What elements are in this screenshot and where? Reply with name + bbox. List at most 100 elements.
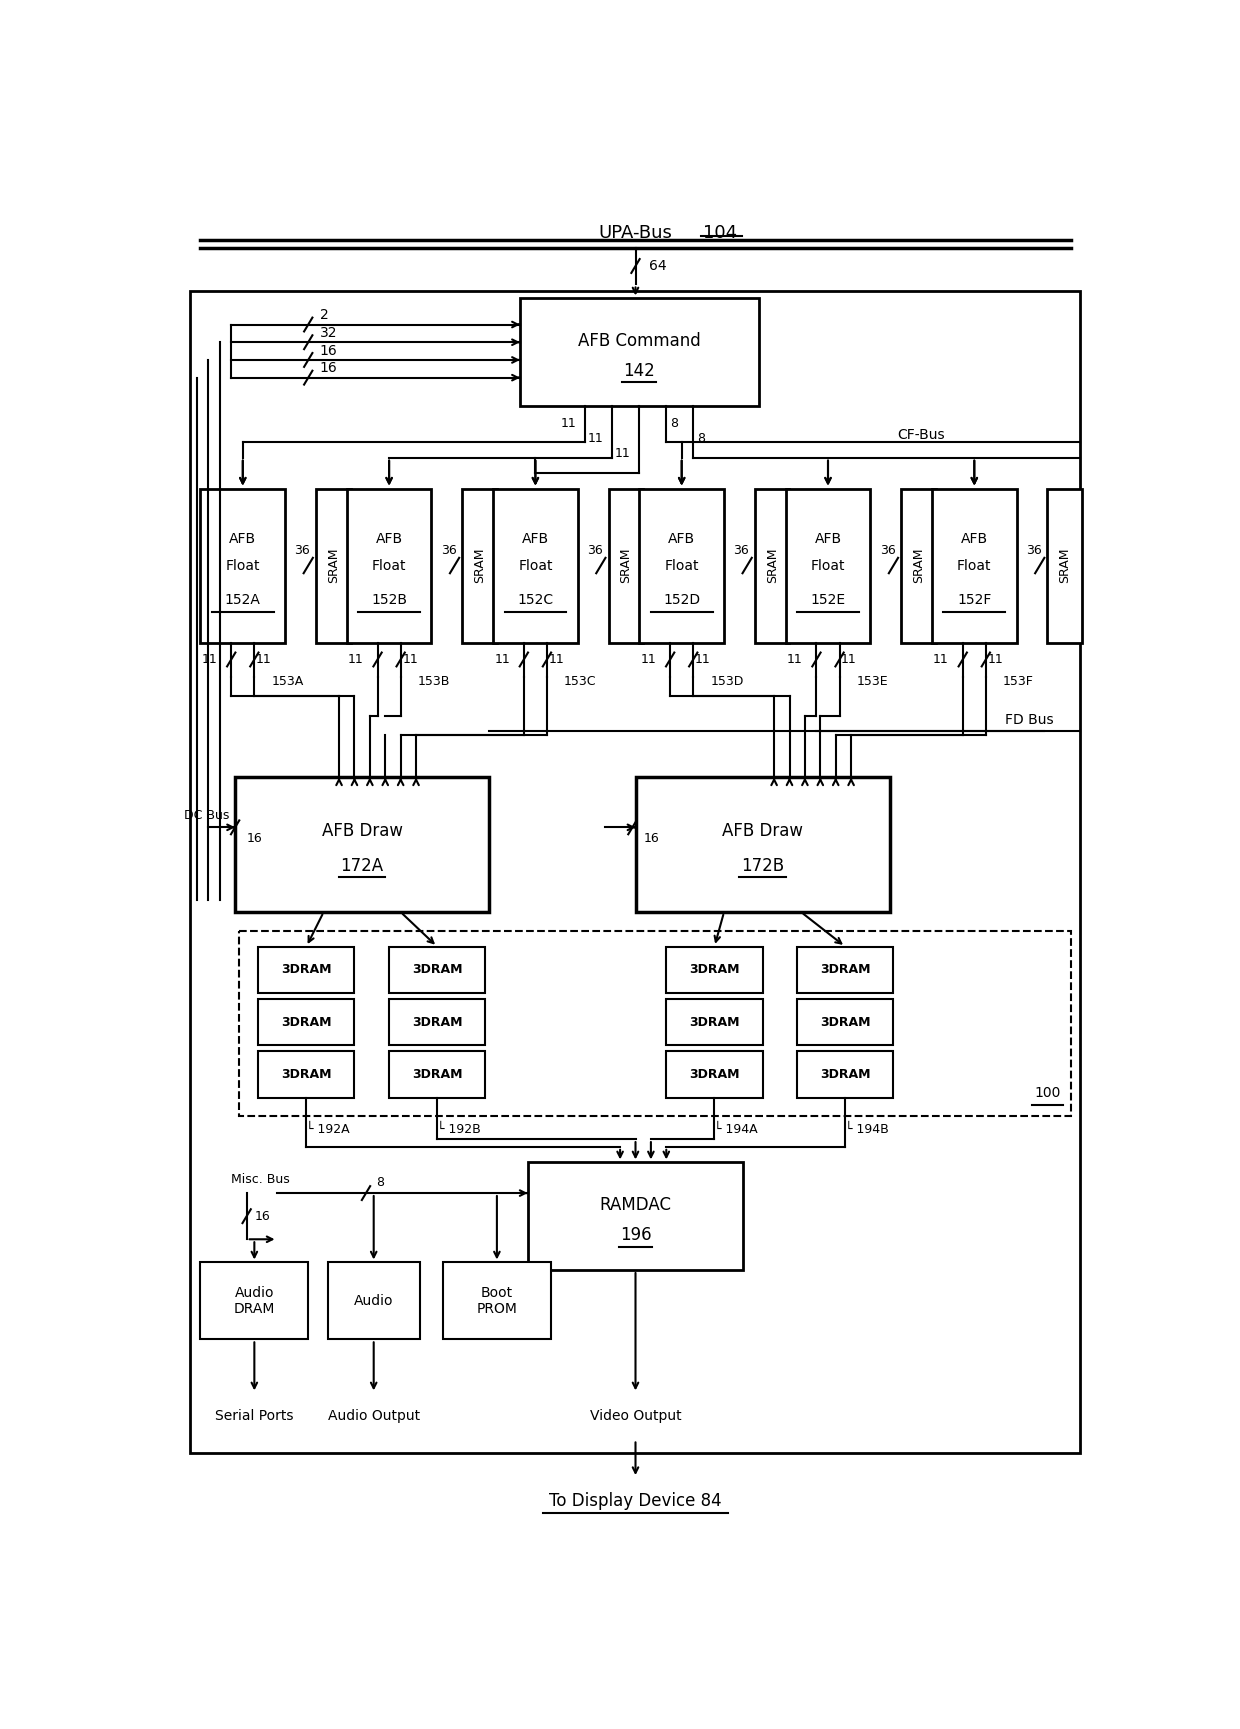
Text: 152E: 152E [811, 593, 846, 607]
Text: 11: 11 [841, 654, 857, 666]
Bar [258, 999, 355, 1046]
Bar [635, 778, 889, 911]
Text: Float: Float [665, 558, 699, 572]
Text: 11: 11 [202, 654, 217, 666]
Text: Audio
DRAM: Audio DRAM [233, 1286, 275, 1316]
Text: 2: 2 [320, 308, 329, 322]
Text: SRAM: SRAM [1058, 548, 1071, 583]
Text: 11: 11 [787, 654, 802, 666]
Text: └ 192A: └ 192A [306, 1124, 350, 1136]
Text: 16: 16 [644, 832, 660, 845]
Text: SRAM: SRAM [474, 548, 486, 583]
Text: Float: Float [518, 558, 553, 572]
Text: 152F: 152F [957, 593, 992, 607]
Text: AFB: AFB [229, 531, 257, 546]
Text: CF-Bus: CF-Bus [898, 427, 945, 441]
Text: AFB: AFB [376, 531, 403, 546]
Text: 3DRAM: 3DRAM [689, 1015, 740, 1029]
Text: 3DRAM: 3DRAM [281, 1069, 331, 1081]
Text: 11: 11 [588, 432, 603, 444]
Bar [201, 489, 285, 643]
Text: 3DRAM: 3DRAM [412, 1069, 463, 1081]
Text: RAMDAC: RAMDAC [599, 1196, 672, 1214]
Text: └ 194B: └ 194B [846, 1124, 889, 1136]
Text: 11: 11 [934, 654, 949, 666]
Text: 153E: 153E [857, 674, 888, 688]
Text: 3DRAM: 3DRAM [281, 1015, 331, 1029]
Text: AFB: AFB [522, 531, 549, 546]
Text: 152A: 152A [224, 593, 260, 607]
Text: 104: 104 [703, 225, 738, 242]
Text: 153F: 153F [1003, 674, 1034, 688]
Text: 11: 11 [694, 654, 711, 666]
Text: 142: 142 [624, 363, 655, 380]
Text: 11: 11 [402, 654, 418, 666]
Text: AFB: AFB [961, 531, 988, 546]
Text: 16: 16 [254, 1210, 270, 1222]
Text: 64: 64 [650, 259, 667, 273]
Text: Misc. Bus: Misc. Bus [231, 1172, 290, 1186]
Text: Serial Ports: Serial Ports [215, 1409, 294, 1423]
Text: 11: 11 [255, 654, 272, 666]
Text: AFB: AFB [668, 531, 696, 546]
Bar [258, 1051, 355, 1098]
Bar [797, 999, 894, 1046]
Text: 3DRAM: 3DRAM [820, 1015, 870, 1029]
Bar [347, 489, 432, 643]
Text: 3DRAM: 3DRAM [412, 1015, 463, 1029]
Text: └ 192B: └ 192B [438, 1124, 481, 1136]
Bar [389, 1051, 485, 1098]
Bar [258, 947, 355, 992]
Text: 3DRAM: 3DRAM [281, 963, 331, 977]
Bar [666, 947, 763, 992]
Bar [236, 778, 490, 911]
Text: Float: Float [372, 558, 407, 572]
Text: SRAM: SRAM [765, 548, 779, 583]
Text: 16: 16 [247, 832, 263, 845]
Text: 11: 11 [987, 654, 1003, 666]
Text: 8: 8 [670, 417, 678, 431]
Text: UPA-Bus: UPA-Bus [599, 225, 672, 242]
Text: 152C: 152C [517, 593, 553, 607]
Text: DC Bus: DC Bus [184, 809, 229, 823]
Text: 36: 36 [879, 543, 895, 557]
Bar [389, 999, 485, 1046]
Text: 8: 8 [376, 1176, 384, 1190]
Bar [797, 1051, 894, 1098]
Text: 100: 100 [1034, 1086, 1060, 1100]
Text: 153A: 153A [272, 674, 304, 688]
Bar [1048, 489, 1083, 643]
Text: Audio Output: Audio Output [327, 1409, 420, 1423]
Text: 3DRAM: 3DRAM [820, 963, 870, 977]
Bar [443, 1262, 551, 1340]
Text: └ 194A: └ 194A [714, 1124, 758, 1136]
Bar [520, 299, 759, 406]
Text: AFB Draw: AFB Draw [722, 823, 804, 840]
Bar [494, 489, 578, 643]
Bar [797, 947, 894, 992]
Bar [666, 1051, 763, 1098]
Text: 32: 32 [320, 327, 337, 341]
Text: 36: 36 [440, 543, 456, 557]
Text: Float: Float [811, 558, 846, 572]
Text: AFB: AFB [815, 531, 842, 546]
Bar [191, 290, 1080, 1454]
Text: SRAM: SRAM [327, 548, 340, 583]
Text: 3DRAM: 3DRAM [820, 1069, 870, 1081]
Text: 153D: 153D [711, 674, 744, 688]
Bar [389, 947, 485, 992]
Text: 8: 8 [697, 432, 706, 444]
Text: 11: 11 [348, 654, 363, 666]
Text: SRAM: SRAM [619, 548, 632, 583]
Text: 196: 196 [620, 1226, 651, 1245]
Text: 11: 11 [641, 654, 656, 666]
Bar [666, 999, 763, 1046]
Bar [327, 1262, 420, 1340]
Text: Float: Float [957, 558, 992, 572]
Text: 3DRAM: 3DRAM [689, 1069, 740, 1081]
Bar [932, 489, 1017, 643]
Bar [640, 489, 724, 643]
Text: 36: 36 [733, 543, 749, 557]
Text: 153B: 153B [418, 674, 450, 688]
Text: 11: 11 [560, 417, 577, 431]
